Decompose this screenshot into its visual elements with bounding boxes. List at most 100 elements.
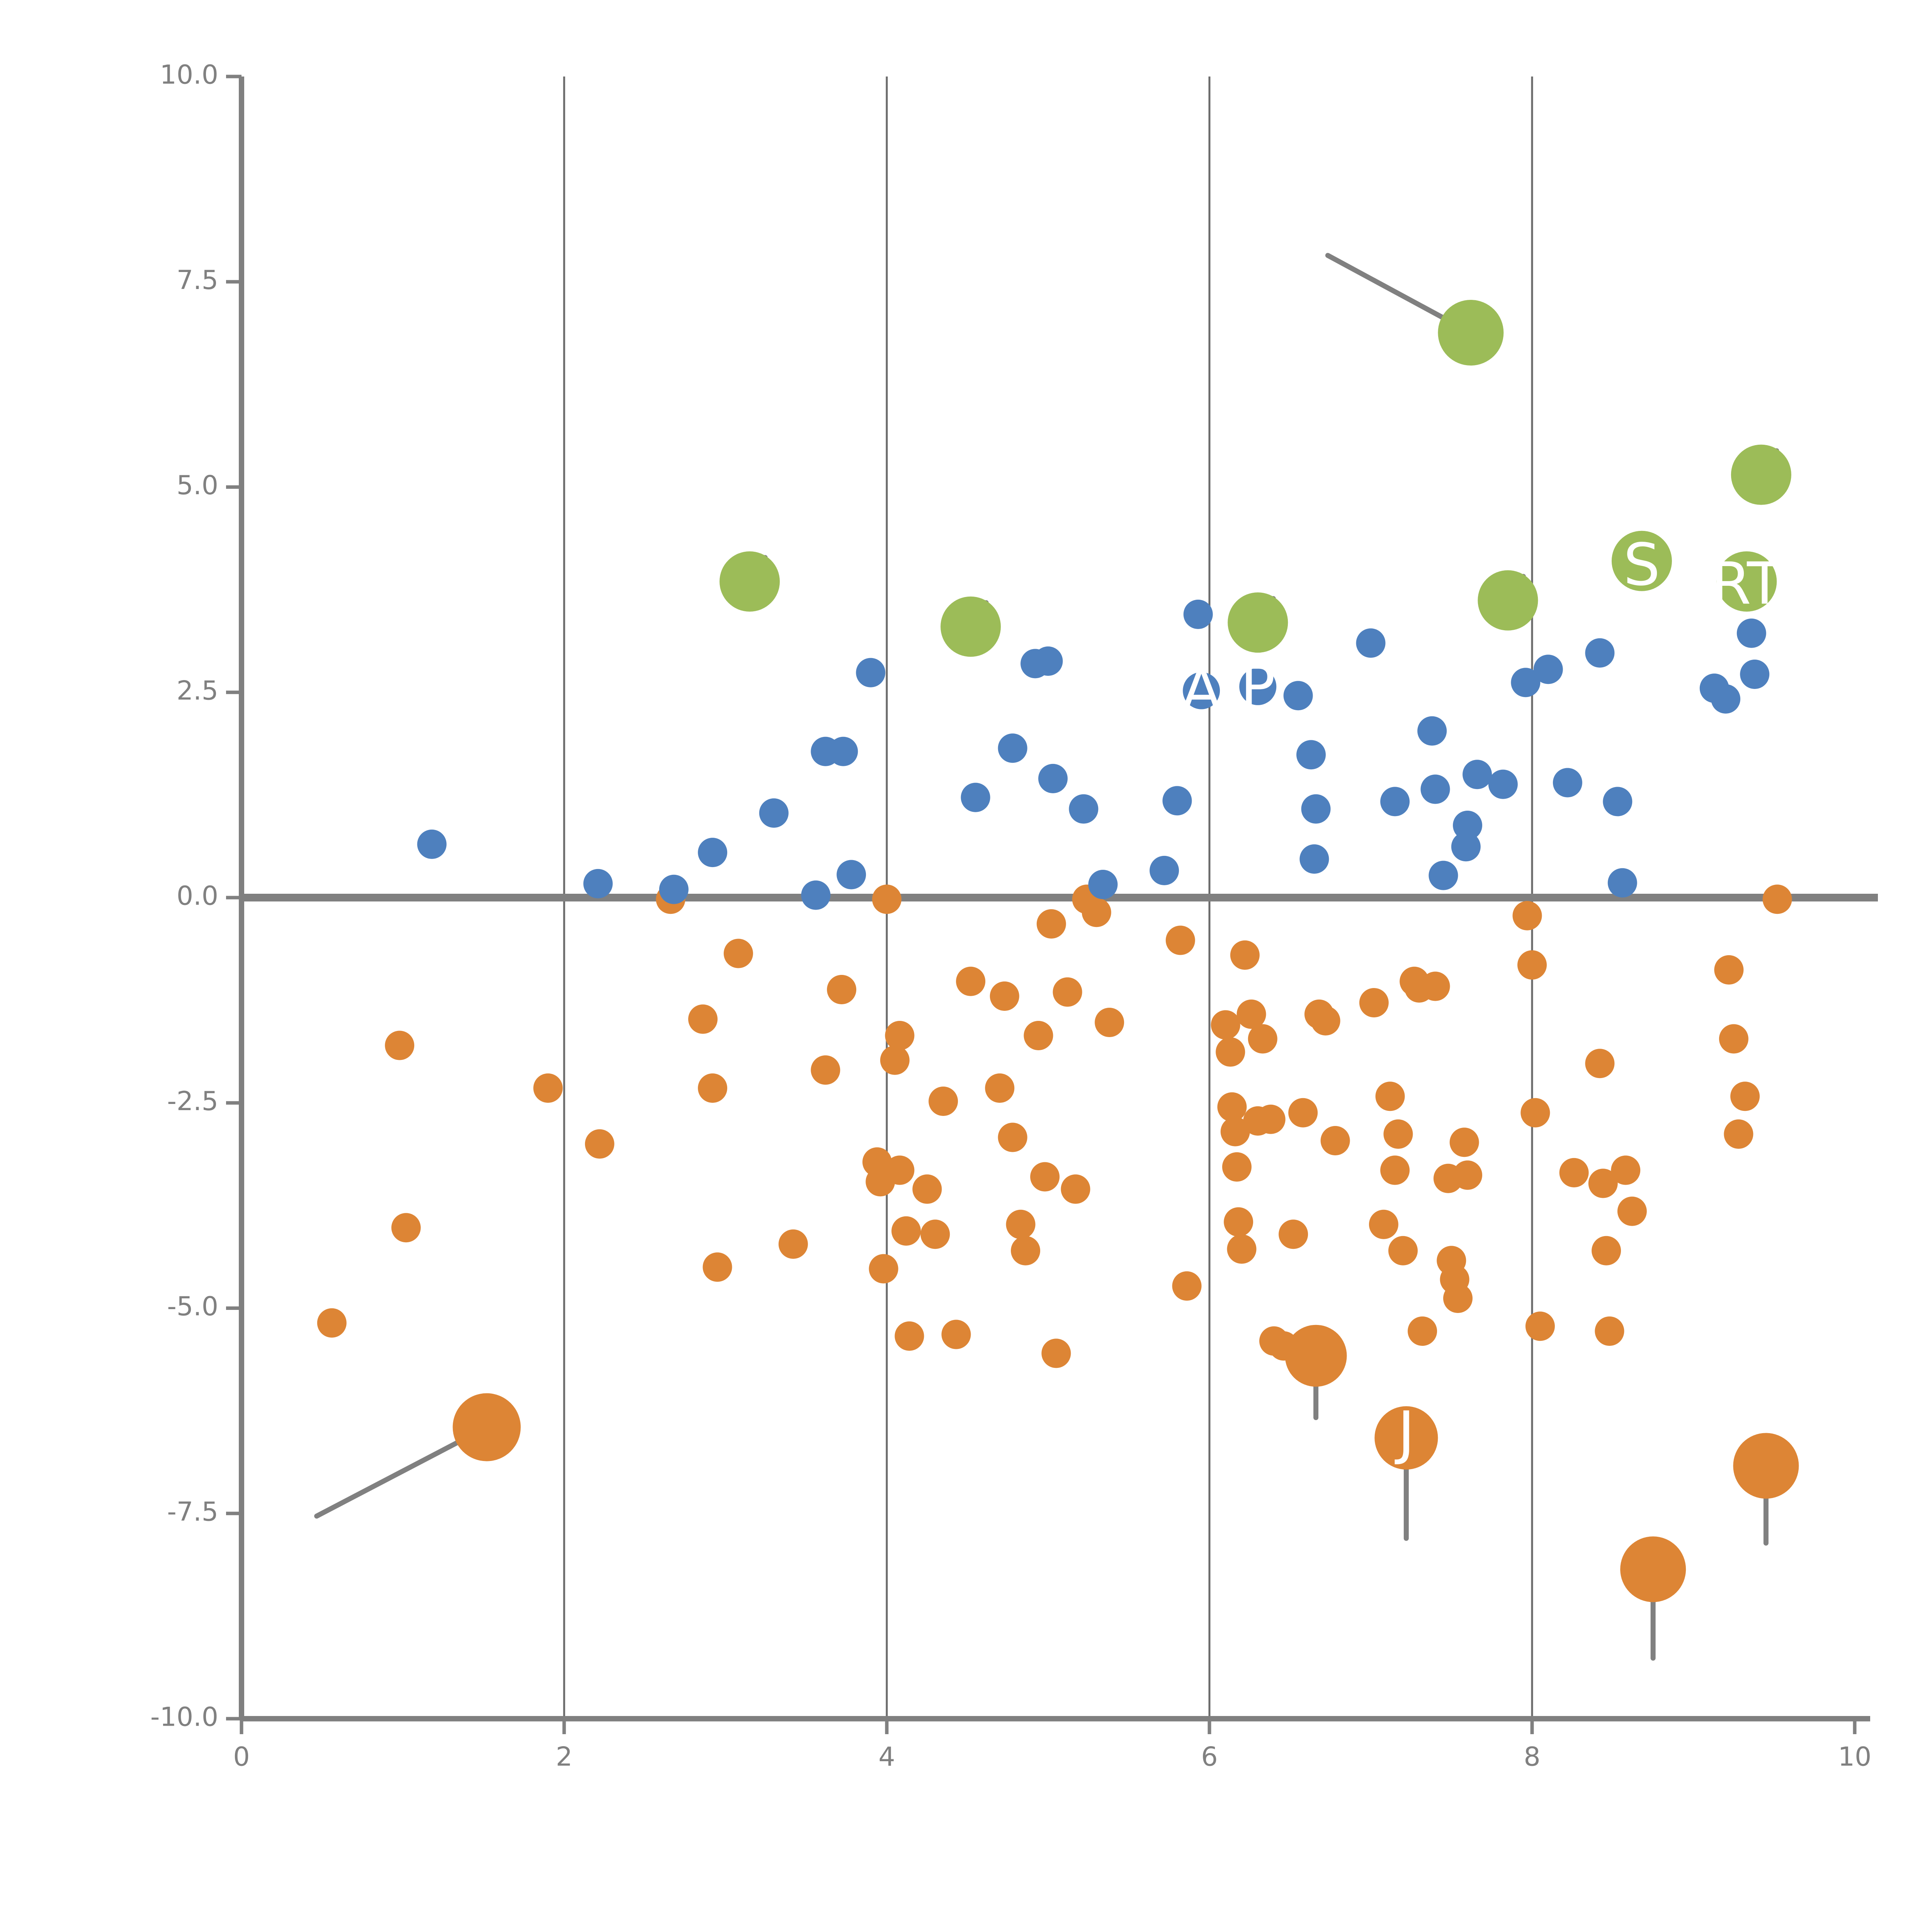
- data-point-blue[interactable]: [1069, 794, 1099, 824]
- data-point-blue[interactable]: [1417, 716, 1447, 746]
- data-point-orange[interactable]: [885, 1155, 915, 1185]
- data-point-orange[interactable]: [1380, 1155, 1410, 1185]
- data-point-orange[interactable]: [1041, 1338, 1071, 1368]
- data-point-green[interactable]: [1438, 300, 1504, 366]
- data-point-orange[interactable]: [869, 1254, 898, 1284]
- data-point-blue[interactable]: [1380, 787, 1410, 816]
- data-point-orange[interactable]: [811, 1055, 840, 1085]
- data-point-orange[interactable]: [1172, 1271, 1202, 1301]
- data-point-orange[interactable]: [778, 1229, 808, 1259]
- data-point-blue[interactable]: [1553, 768, 1582, 798]
- data-point-orange[interactable]: [1095, 1008, 1124, 1037]
- data-point-blue[interactable]: [1162, 786, 1192, 816]
- data-point-orange[interactable]: [1359, 988, 1389, 1017]
- data-point-orange[interactable]: [698, 1073, 728, 1103]
- data-point-blue[interactable]: [837, 860, 866, 889]
- data-point-orange[interactable]: [723, 939, 753, 968]
- data-point-blue[interactable]: [1283, 681, 1313, 711]
- data-point-orange[interactable]: [1248, 1024, 1277, 1054]
- data-point-orange[interactable]: [585, 1129, 614, 1159]
- data-point-orange[interactable]: [1512, 901, 1542, 930]
- data-point-orange[interactable]: [929, 1087, 958, 1116]
- data-point-blue[interactable]: [828, 736, 858, 766]
- data-point-orange[interactable]: [533, 1073, 563, 1103]
- data-point-orange[interactable]: [1030, 1162, 1060, 1192]
- data-point-orange[interactable]: [1211, 1010, 1240, 1040]
- data-point-orange[interactable]: [1620, 1536, 1686, 1602]
- data-point-green[interactable]: [1731, 444, 1791, 505]
- data-point-orange[interactable]: [920, 1219, 950, 1249]
- data-point-blue[interactable]: [1511, 668, 1541, 697]
- data-point-orange[interactable]: [1024, 1021, 1053, 1050]
- data-point-orange[interactable]: [880, 1045, 910, 1075]
- data-point-orange[interactable]: [998, 1122, 1027, 1152]
- data-point-blue[interactable]: [961, 782, 990, 812]
- data-point-orange[interactable]: [956, 966, 986, 996]
- data-point-orange[interactable]: [827, 975, 857, 1004]
- data-point-orange[interactable]: [1449, 1128, 1479, 1157]
- data-point-orange[interactable]: [385, 1031, 415, 1060]
- data-point-orange[interactable]: [1730, 1082, 1760, 1111]
- data-point-blue[interactable]: [1038, 764, 1068, 793]
- data-point-blue[interactable]: [1711, 684, 1740, 714]
- data-point-orange[interactable]: [912, 1174, 942, 1204]
- data-point-orange[interactable]: [1227, 1234, 1257, 1264]
- data-point-blue[interactable]: [1420, 774, 1450, 804]
- data-point-orange[interactable]: [702, 1252, 732, 1282]
- data-point-orange[interactable]: [1383, 1119, 1413, 1149]
- data-point-green[interactable]: [1228, 592, 1288, 653]
- data-point-orange[interactable]: [1733, 1433, 1799, 1499]
- data-point-orange[interactable]: [1217, 1092, 1247, 1122]
- data-point-blue[interactable]: [1603, 787, 1633, 816]
- data-point-orange[interactable]: [1082, 898, 1111, 927]
- data-point-blue[interactable]: [1429, 861, 1458, 890]
- data-point-orange[interactable]: [891, 1216, 921, 1246]
- data-point-blue[interactable]: [1183, 599, 1213, 629]
- data-point-blue[interactable]: [1296, 740, 1326, 770]
- data-point-blue[interactable]: [1533, 655, 1563, 684]
- series-green-points[interactable]: [719, 300, 1791, 657]
- data-point-orange[interactable]: [1006, 1209, 1036, 1239]
- data-point-orange[interactable]: [885, 1021, 915, 1050]
- data-point-orange[interactable]: [1588, 1168, 1618, 1198]
- data-point-orange[interactable]: [1611, 1155, 1641, 1185]
- data-point-blue[interactable]: [1150, 855, 1179, 885]
- data-point-orange[interactable]: [1719, 1024, 1748, 1054]
- data-point-orange[interactable]: [1036, 909, 1066, 939]
- data-point-green[interactable]: [719, 551, 780, 612]
- data-point-orange[interactable]: [1388, 1236, 1418, 1265]
- data-point-orange[interactable]: [872, 884, 901, 914]
- data-point-orange[interactable]: [452, 1393, 521, 1461]
- data-point-orange[interactable]: [1369, 1209, 1398, 1239]
- data-point-blue[interactable]: [417, 829, 447, 859]
- data-point-orange[interactable]: [688, 1004, 718, 1034]
- data-point-blue[interactable]: [1239, 668, 1277, 705]
- data-point-blue[interactable]: [1488, 769, 1518, 799]
- data-point-orange[interactable]: [1374, 1406, 1438, 1470]
- data-point-orange[interactable]: [1220, 1117, 1250, 1146]
- data-point-blue[interactable]: [998, 733, 1027, 763]
- data-point-orange[interactable]: [1559, 1158, 1589, 1187]
- data-point-blue[interactable]: [1301, 794, 1331, 824]
- data-point-orange[interactable]: [1224, 1207, 1253, 1237]
- data-point-blue[interactable]: [1453, 811, 1482, 840]
- data-point-orange[interactable]: [1279, 1219, 1308, 1249]
- data-point-orange[interactable]: [1285, 1325, 1347, 1387]
- data-point-orange[interactable]: [1216, 1037, 1245, 1067]
- data-point-orange[interactable]: [1011, 1236, 1041, 1265]
- data-point-orange[interactable]: [1724, 1119, 1753, 1149]
- data-point-orange[interactable]: [1517, 950, 1547, 980]
- series-orange-points[interactable]: [317, 884, 1799, 1602]
- data-point-blue[interactable]: [1356, 628, 1386, 658]
- data-point-orange[interactable]: [895, 1321, 924, 1351]
- series-blue-points[interactable]: [417, 599, 1770, 910]
- data-point-orange[interactable]: [1165, 925, 1195, 955]
- data-point-green[interactable]: [1611, 531, 1672, 591]
- data-point-orange[interactable]: [1592, 1236, 1621, 1265]
- data-point-orange[interactable]: [1453, 1160, 1482, 1190]
- data-point-orange[interactable]: [1420, 971, 1450, 1001]
- data-point-orange[interactable]: [1585, 1049, 1615, 1078]
- data-point-orange[interactable]: [1222, 1152, 1252, 1182]
- data-point-green[interactable]: [1478, 570, 1538, 631]
